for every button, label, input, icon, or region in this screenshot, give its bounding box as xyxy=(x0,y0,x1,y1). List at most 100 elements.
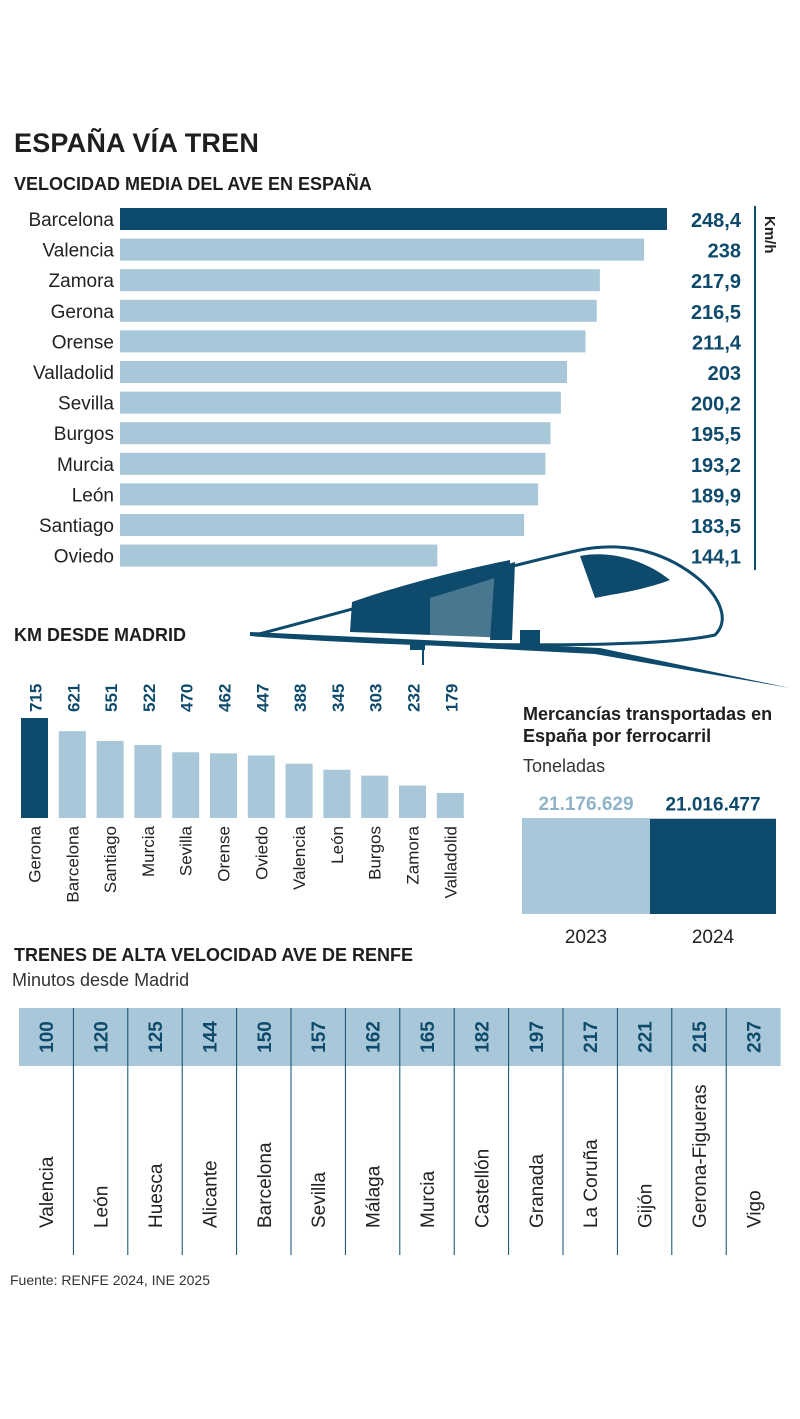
speed-bar xyxy=(120,483,539,506)
train-icon xyxy=(250,545,790,688)
speed-unit-label: Km/h xyxy=(761,216,778,254)
km-value-label: 447 xyxy=(253,684,272,712)
minutes-city-label: Gerona-Figueras xyxy=(690,1084,711,1228)
speed-bar xyxy=(120,514,525,536)
minutes-value-label: 182 xyxy=(472,1021,493,1053)
freight-bar xyxy=(650,818,776,914)
source-note: Fuente: RENFE 2024, INE 2025 xyxy=(10,1272,210,1288)
km-bar xyxy=(285,763,313,818)
speed-category-label: Gerona xyxy=(51,302,115,323)
km-category-label: Santiago xyxy=(101,826,120,893)
minutes-value-label: 221 xyxy=(636,1021,657,1053)
km-value-label: 345 xyxy=(329,684,348,712)
minutes-value-label: 120 xyxy=(92,1021,113,1053)
km-bar xyxy=(210,753,237,818)
minutes-value-label: 197 xyxy=(527,1021,548,1053)
km-category-label: León xyxy=(328,826,347,864)
km-value-label: 715 xyxy=(27,684,46,712)
km-value-label: 522 xyxy=(140,684,159,712)
minutes-city-label: Málaga xyxy=(364,1165,385,1228)
minutes-value-label: 144 xyxy=(200,1021,221,1053)
speed-bar xyxy=(120,391,561,414)
minutes-table-subtitle: Minutos desde Madrid xyxy=(12,970,190,990)
speed-category-label: Barcelona xyxy=(28,210,114,231)
km-bar xyxy=(134,744,162,818)
speed-chart: Barcelona 248,4 Valencia 238 Zamora 217,9 Gero… xyxy=(28,206,778,570)
minutes-table: 100 Valencia 120 León 125 Huesca 144 Alicante 15… xyxy=(19,1008,781,1255)
speed-value-label: 248,4 xyxy=(691,210,742,232)
km-bar xyxy=(96,740,124,818)
freight-value-label: 21.016.477 xyxy=(665,795,760,816)
speed-category-label: León xyxy=(72,485,114,506)
minutes-value-label: 215 xyxy=(690,1021,711,1053)
speed-chart-title: VELOCIDAD MEDIA DEL AVE EN ESPAÑA xyxy=(14,174,372,194)
km-value-label: 621 xyxy=(64,684,83,712)
km-value-label: 179 xyxy=(442,684,461,712)
speed-bar xyxy=(120,238,645,261)
speed-value-label: 216,5 xyxy=(691,302,741,324)
speed-value-label: 183,5 xyxy=(691,516,741,538)
speed-value-label: 217,9 xyxy=(691,271,741,293)
minutes-value-label: 125 xyxy=(146,1021,167,1053)
speed-bar xyxy=(120,361,568,383)
speed-value-label: 203 xyxy=(708,363,741,385)
km-bar xyxy=(361,775,389,818)
km-bar xyxy=(58,731,86,818)
minutes-city-label: La Coruña xyxy=(581,1139,602,1228)
speed-bar xyxy=(120,544,438,567)
minutes-city-label: Alicante xyxy=(200,1160,221,1228)
km-value-label: 303 xyxy=(367,684,386,712)
speed-bar xyxy=(120,208,667,230)
km-category-label: Murcia xyxy=(139,825,158,877)
freight-chart-subtitle: Toneladas xyxy=(523,756,606,776)
km-bar xyxy=(436,792,464,818)
speed-category-label: Oviedo xyxy=(54,547,114,568)
speed-value-label: 193,2 xyxy=(691,455,741,477)
km-value-label: 551 xyxy=(102,684,121,712)
km-bar xyxy=(399,785,426,818)
minutes-value-label: 157 xyxy=(309,1021,330,1053)
minutes-city-label: Gijón xyxy=(636,1184,657,1228)
speed-bar xyxy=(120,269,600,292)
km-bar xyxy=(323,769,351,818)
page-title: ESPAÑA VÍA TREN xyxy=(14,128,260,158)
km-category-label: Oviedo xyxy=(252,826,271,880)
speed-bar xyxy=(120,452,546,475)
minutes-city-label: Granada xyxy=(527,1154,548,1228)
freight-bar xyxy=(522,818,650,914)
km-value-label: 470 xyxy=(178,684,197,712)
km-category-label: Zamora xyxy=(404,825,423,884)
freight-chart: 21.176.629 2023 21.016.477 2024 xyxy=(522,794,776,948)
km-value-label: 232 xyxy=(405,684,424,712)
minutes-city-label: Sevilla xyxy=(309,1172,330,1228)
minutes-city-label: Huesca xyxy=(146,1163,167,1228)
speed-value-label: 238 xyxy=(708,241,741,263)
km-bar xyxy=(21,718,48,818)
freight-chart-title: Mercancías transportadas en España por f… xyxy=(523,704,773,746)
speed-category-label: Valencia xyxy=(43,241,115,262)
minutes-value-label: 150 xyxy=(255,1021,276,1053)
minutes-value-label: 162 xyxy=(364,1021,385,1053)
minutes-city-label: Vigo xyxy=(744,1190,765,1228)
speed-category-label: Santiago xyxy=(39,516,114,537)
minutes-city-label: Barcelona xyxy=(255,1142,276,1228)
speed-category-label: Sevilla xyxy=(58,394,114,415)
freight-year-label: 2023 xyxy=(565,927,607,948)
speed-value-label: 144,1 xyxy=(691,547,741,569)
speed-value-label: 195,5 xyxy=(691,424,741,446)
speed-category-label: Orense xyxy=(52,332,114,353)
km-category-label: Valencia xyxy=(290,825,309,889)
km-value-label: 462 xyxy=(216,684,235,712)
km-value-label: 388 xyxy=(291,684,310,712)
km-bar xyxy=(247,755,275,818)
km-category-label: Valladolid xyxy=(441,826,460,898)
minutes-value-label: 217 xyxy=(581,1021,602,1053)
speed-bar xyxy=(120,422,551,445)
minutes-city-label: Valencia xyxy=(37,1156,58,1228)
freight-value-label: 21.176.629 xyxy=(538,794,633,815)
minutes-value-label: 165 xyxy=(418,1021,439,1053)
speed-category-label: Burgos xyxy=(54,424,114,445)
km-category-label: Sevilla xyxy=(177,825,196,876)
speed-bar xyxy=(120,299,597,322)
speed-category-label: Valladolid xyxy=(33,363,114,384)
